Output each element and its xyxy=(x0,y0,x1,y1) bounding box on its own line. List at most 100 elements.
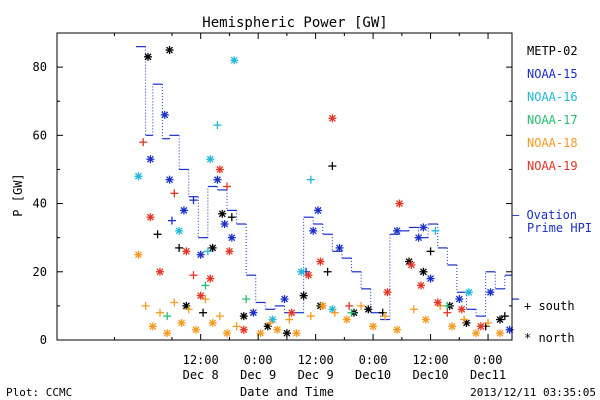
north-marker xyxy=(328,114,337,123)
north-marker xyxy=(213,175,222,184)
north-marker xyxy=(464,288,473,297)
x-tick-time-label: 12:00 xyxy=(298,353,334,367)
north-marker xyxy=(220,220,229,229)
south-marker xyxy=(184,305,193,314)
south-marker xyxy=(323,267,332,276)
y-tick-label: 20 xyxy=(33,265,47,279)
north-marker-d2 xyxy=(448,322,456,330)
north-marker-d2 xyxy=(149,322,157,330)
legend: METP-02 NOAA-15 NOAA-16 NOAA-17 NOAA-18 NOAA-… xyxy=(512,44,592,345)
north-marker-d2 xyxy=(472,329,480,337)
north-marker-d2 xyxy=(314,206,322,214)
north-marker xyxy=(419,223,428,232)
south-marker xyxy=(306,175,315,184)
north-marker-d2 xyxy=(197,292,205,300)
north-marker-d2 xyxy=(281,295,288,303)
x-tick-date-label: Dec 9 xyxy=(298,368,334,382)
north-marker-d2 xyxy=(419,268,427,276)
north-marker xyxy=(299,291,308,300)
north-marker xyxy=(148,322,157,331)
north-marker xyxy=(417,281,425,290)
north-marker-d2 xyxy=(163,329,171,337)
south-marker xyxy=(285,315,294,324)
north-marker xyxy=(146,155,155,164)
south-marker xyxy=(189,196,198,205)
legend-noaa-17: NOAA-17 xyxy=(527,113,578,127)
north-marker xyxy=(414,233,423,242)
north-marker xyxy=(342,315,351,324)
north-marker-d2 xyxy=(209,319,217,327)
north-marker-d2 xyxy=(300,292,308,300)
north-marker-d2 xyxy=(369,322,377,330)
south-marker xyxy=(347,308,356,317)
north-marker-d2 xyxy=(273,326,281,334)
legend-ovation-line-1: — Ovation xyxy=(512,208,577,222)
south-marker xyxy=(189,271,198,280)
y-tick-label: 40 xyxy=(33,197,47,211)
north-marker xyxy=(419,267,428,276)
north-marker-d2 xyxy=(393,326,401,334)
north-marker xyxy=(496,315,505,324)
north-marker xyxy=(393,226,402,235)
north-marker xyxy=(421,315,430,324)
plot-credit: Plot: CCMC xyxy=(6,386,72,399)
north-marker xyxy=(191,325,200,334)
north-marker-d2 xyxy=(405,258,413,266)
north-marker xyxy=(208,318,217,327)
north-marker xyxy=(448,322,457,331)
x-tick-time-label: 12:00 xyxy=(413,353,449,367)
south-marker xyxy=(141,301,150,310)
north-marker-d2 xyxy=(395,200,403,208)
south-marker xyxy=(443,301,452,310)
south-marker xyxy=(381,312,390,321)
legend-noaa-15: NOAA-15 xyxy=(527,67,578,81)
north-marker xyxy=(433,298,442,307)
legend-noaa-19: NOAA-19 xyxy=(527,159,578,173)
north-marker-d2 xyxy=(228,234,236,242)
north-marker-d2 xyxy=(166,176,174,184)
south-marker xyxy=(306,312,315,321)
north-marker-d2 xyxy=(458,305,466,313)
north-marker-d2 xyxy=(477,322,485,330)
north-marker xyxy=(455,295,464,304)
north-marker-d2 xyxy=(175,227,183,235)
north-marker-d2 xyxy=(197,251,205,259)
north-marker xyxy=(134,172,143,181)
north-marker xyxy=(309,226,318,235)
north-marker xyxy=(208,243,217,252)
south-marker xyxy=(357,301,366,310)
north-marker xyxy=(155,267,164,276)
north-marker-d2 xyxy=(134,172,142,180)
legend-south: + south xyxy=(524,299,575,313)
south-marker xyxy=(201,295,210,304)
north-marker xyxy=(335,243,344,252)
plot-frame xyxy=(56,32,513,341)
north-marker-d2 xyxy=(486,288,494,296)
north-marker xyxy=(496,329,505,338)
north-marker xyxy=(292,329,301,338)
north-marker-d2 xyxy=(144,53,152,61)
north-marker xyxy=(225,247,234,256)
north-marker-d2 xyxy=(240,326,248,334)
north-marker xyxy=(364,305,373,314)
south-marker xyxy=(213,121,222,130)
north-marker-d2 xyxy=(316,258,324,266)
north-marker-d2 xyxy=(319,302,327,310)
south-marker xyxy=(155,308,164,317)
north-marker-d2 xyxy=(427,275,435,283)
south-marker xyxy=(170,189,179,198)
north-marker-d2 xyxy=(455,295,463,303)
north-marker xyxy=(134,250,143,259)
north-marker-d2 xyxy=(240,312,248,320)
south-marker xyxy=(163,312,172,321)
north-marker xyxy=(426,274,435,283)
north-marker xyxy=(206,155,215,164)
north-marker xyxy=(160,110,169,119)
north-marker xyxy=(457,305,466,314)
north-marker-d2 xyxy=(434,299,442,306)
legend-ovation-line-2: Prime HPI xyxy=(527,221,592,235)
south-marker xyxy=(426,247,435,256)
north-marker-d2 xyxy=(182,247,190,255)
north-marker-d2 xyxy=(166,46,174,54)
